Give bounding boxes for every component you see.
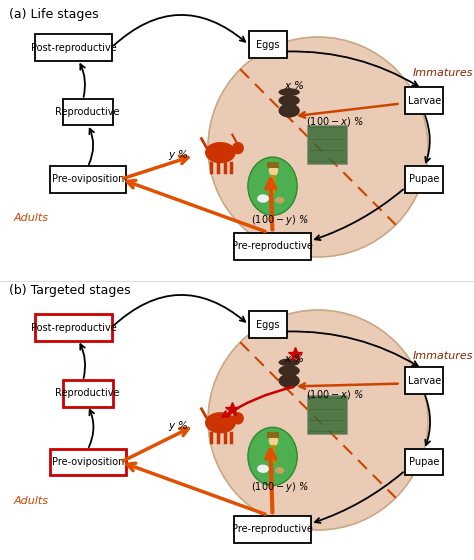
Ellipse shape xyxy=(208,310,428,530)
Ellipse shape xyxy=(232,142,244,155)
FancyBboxPatch shape xyxy=(35,34,111,61)
Text: $y$ %: $y$ % xyxy=(168,148,189,162)
Text: $(100-x)$ %: $(100-x)$ % xyxy=(306,388,363,402)
Text: Reproductive: Reproductive xyxy=(55,107,120,117)
Ellipse shape xyxy=(232,412,244,424)
Circle shape xyxy=(269,165,278,176)
FancyArrowPatch shape xyxy=(287,52,418,86)
Circle shape xyxy=(269,435,278,446)
Text: $x$ %: $x$ % xyxy=(284,352,305,365)
Text: Adults: Adults xyxy=(13,213,48,223)
FancyBboxPatch shape xyxy=(49,166,126,193)
Text: Reproductive: Reproductive xyxy=(55,388,120,398)
Text: Eggs: Eggs xyxy=(256,320,280,330)
FancyArrowPatch shape xyxy=(80,64,85,97)
Text: Pupae: Pupae xyxy=(409,174,439,184)
FancyBboxPatch shape xyxy=(234,516,311,543)
FancyBboxPatch shape xyxy=(63,380,113,407)
FancyBboxPatch shape xyxy=(405,87,444,114)
FancyArrowPatch shape xyxy=(113,15,245,46)
FancyArrowPatch shape xyxy=(89,129,94,165)
Ellipse shape xyxy=(275,197,284,204)
FancyArrowPatch shape xyxy=(315,189,403,240)
Ellipse shape xyxy=(278,374,300,388)
Text: $(100-y)$ %: $(100-y)$ % xyxy=(251,480,309,494)
Text: $(100-x)$ %: $(100-x)$ % xyxy=(306,115,363,128)
Text: Pupae: Pupae xyxy=(409,457,439,467)
Text: Larvae: Larvae xyxy=(408,96,441,106)
Ellipse shape xyxy=(278,88,300,96)
Ellipse shape xyxy=(257,464,269,473)
FancyBboxPatch shape xyxy=(307,124,347,164)
Text: (a) Life stages: (a) Life stages xyxy=(9,8,99,21)
FancyBboxPatch shape xyxy=(234,233,311,260)
Text: Immatures: Immatures xyxy=(413,68,474,78)
Text: Post-reproductive: Post-reproductive xyxy=(31,323,116,333)
FancyBboxPatch shape xyxy=(248,31,287,58)
Text: $(100-y)$ %: $(100-y)$ % xyxy=(251,213,309,227)
FancyArrowPatch shape xyxy=(425,116,430,162)
FancyBboxPatch shape xyxy=(267,432,279,438)
FancyBboxPatch shape xyxy=(405,166,444,193)
FancyArrowPatch shape xyxy=(287,332,418,366)
FancyBboxPatch shape xyxy=(307,395,347,434)
FancyBboxPatch shape xyxy=(35,314,111,341)
FancyArrowPatch shape xyxy=(315,472,403,523)
FancyArrowPatch shape xyxy=(223,387,293,417)
Text: Larvae: Larvae xyxy=(408,376,441,386)
FancyArrowPatch shape xyxy=(127,180,265,231)
Ellipse shape xyxy=(278,365,300,376)
FancyArrowPatch shape xyxy=(113,295,245,326)
Text: $y$ %: $y$ % xyxy=(168,419,189,432)
Text: Adults: Adults xyxy=(13,496,48,506)
FancyArrowPatch shape xyxy=(425,396,430,445)
FancyBboxPatch shape xyxy=(63,99,113,125)
FancyArrowPatch shape xyxy=(124,156,188,178)
Text: Pre-oviposition: Pre-oviposition xyxy=(52,174,124,184)
Text: (b) Targeted stages: (b) Targeted stages xyxy=(9,284,131,297)
FancyBboxPatch shape xyxy=(405,449,444,475)
Text: Pre-reproductive: Pre-reproductive xyxy=(232,524,313,534)
Ellipse shape xyxy=(205,412,236,433)
Ellipse shape xyxy=(275,467,284,474)
FancyArrowPatch shape xyxy=(266,180,275,230)
Text: Pre-oviposition: Pre-oviposition xyxy=(52,457,124,467)
FancyBboxPatch shape xyxy=(248,311,287,338)
Text: Eggs: Eggs xyxy=(256,40,280,50)
FancyBboxPatch shape xyxy=(267,161,279,168)
FancyArrowPatch shape xyxy=(127,463,265,514)
Text: Immatures: Immatures xyxy=(413,351,474,361)
FancyBboxPatch shape xyxy=(405,367,444,394)
FancyArrowPatch shape xyxy=(123,428,188,461)
FancyArrowPatch shape xyxy=(80,344,85,378)
Circle shape xyxy=(248,157,297,215)
Ellipse shape xyxy=(208,37,428,257)
Ellipse shape xyxy=(205,142,236,164)
FancyArrowPatch shape xyxy=(300,104,398,118)
FancyArrowPatch shape xyxy=(89,410,94,447)
Ellipse shape xyxy=(278,95,300,106)
Ellipse shape xyxy=(257,194,269,203)
Text: Pre-reproductive: Pre-reproductive xyxy=(232,241,313,251)
Ellipse shape xyxy=(278,104,300,118)
FancyArrowPatch shape xyxy=(266,450,275,512)
Text: Post-reproductive: Post-reproductive xyxy=(31,43,116,53)
FancyBboxPatch shape xyxy=(49,449,126,475)
Circle shape xyxy=(248,427,297,486)
FancyArrowPatch shape xyxy=(300,384,398,389)
Ellipse shape xyxy=(278,358,300,366)
Text: $x$ %: $x$ % xyxy=(284,80,305,91)
